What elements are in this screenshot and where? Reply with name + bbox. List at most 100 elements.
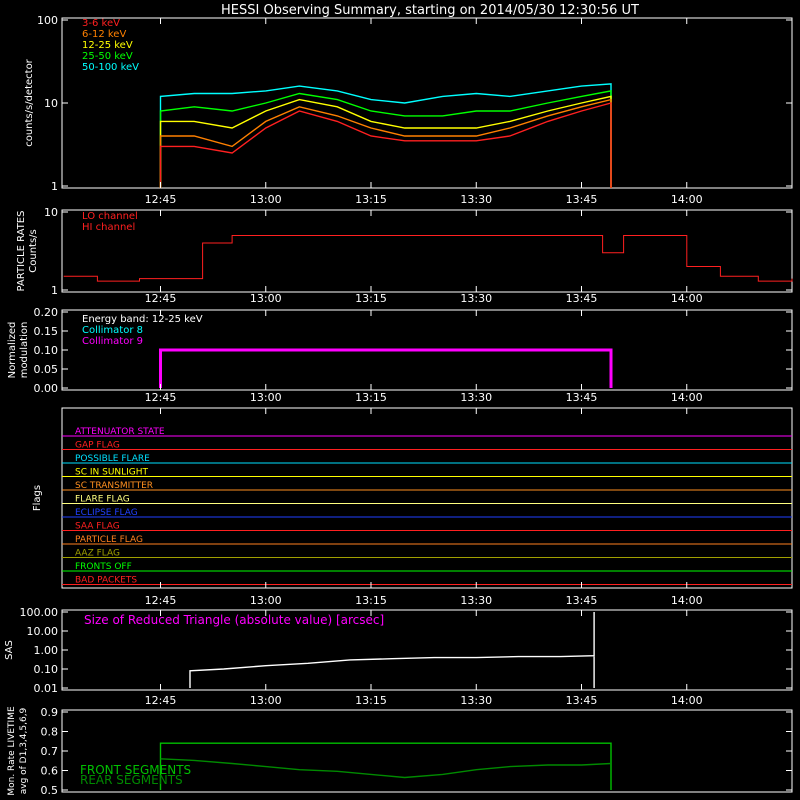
y-tick-label: 0.5 [41, 784, 59, 797]
flag-label: SAA FLAG [75, 522, 120, 532]
x-tick-label: 13:00 [250, 292, 282, 305]
y-tick-label: 100.00 [20, 606, 59, 619]
x-tick-label: 13:45 [566, 391, 598, 404]
flags-x-ticks: 12:45 13:00 13:15 13:30 13:45 14:00 [145, 408, 703, 607]
x-tick-label: 14:00 [671, 694, 703, 707]
x-tick-label: 13:45 [566, 193, 598, 206]
flag-label: ATTENUATOR STATE [75, 427, 165, 437]
x-tick-label: 13:15 [355, 292, 387, 305]
sas-series [189, 612, 595, 688]
modulation-series [159, 348, 613, 388]
particle-ylabel-1: PARTICLE RATES [16, 211, 27, 292]
flag-label: BAD PACKETS [75, 576, 137, 586]
sas-x-ticks: 12:45 13:00 13:15 13:30 13:45 14:00 [145, 610, 703, 707]
x-tick-label: 13:45 [566, 694, 598, 707]
x-tick-label: 12:45 [145, 391, 177, 404]
y-tick-label: 0.10 [34, 663, 59, 676]
counts-series-line [159, 90, 612, 188]
y-tick-label: 10.00 [27, 625, 59, 638]
sas-annotation: Size of Reduced Triangle (absolute value… [84, 613, 384, 627]
particle-legend-item: HI channel [82, 222, 135, 233]
y-tick-label: 0.15 [34, 325, 59, 338]
y-tick-label: 1.00 [34, 644, 59, 657]
x-tick-label: 14:00 [671, 391, 703, 404]
counts-y-ticks: 100 10 1 [37, 14, 792, 193]
counts-legend-item: 3-6 keV [82, 18, 120, 29]
livetime-y-ticks: 0.9 0.8 0.7 0.6 0.5 [41, 706, 792, 797]
x-tick-label: 13:00 [250, 694, 282, 707]
y-tick-label: 0.9 [41, 706, 59, 719]
flag-label: POSSIBLE FLARE [75, 454, 150, 464]
x-tick-label: 12:45 [145, 694, 177, 707]
modulation-legend-item: Collimator 8 [82, 325, 143, 336]
counts-legend-item: 25-50 keV [82, 51, 133, 62]
x-tick-label: 12:45 [145, 193, 177, 206]
modulation-y-ticks: 0.20 0.15 0.10 0.05 0.00 [34, 306, 792, 395]
modulation-legend-item: Collimator 9 [82, 336, 143, 347]
counts-series-line [159, 98, 612, 188]
x-tick-label: 13:15 [355, 594, 387, 607]
modulation-ylabel-2: modulation [19, 322, 30, 379]
x-tick-label: 13:30 [460, 292, 492, 305]
sas-ylabel: SAS [4, 640, 15, 660]
y-tick-label: 10 [44, 97, 58, 110]
counts-series-line [159, 83, 612, 188]
y-tick-label: 10 [44, 206, 58, 219]
x-tick-label: 14:00 [671, 292, 703, 305]
x-tick-label: 13:00 [250, 391, 282, 404]
modulation-series-line [159, 348, 613, 388]
flags-panel: Flags ATTENUATOR STATE GAP FLAG POSSIBLE F… [32, 407, 793, 607]
livetime-legend-item: REAR SEGMENTS [80, 773, 183, 787]
x-tick-label: 12:45 [145, 292, 177, 305]
counts-legend-item: 12-25 keV [82, 40, 133, 51]
x-tick-label: 12:45 [145, 594, 177, 607]
x-tick-label: 13:30 [460, 391, 492, 404]
sas-panel: SAS Size of Reduced Triangle (absolute v… [4, 606, 793, 707]
y-tick-label: 0.7 [41, 745, 59, 758]
sas-y-ticks: 100.00 10.00 1.00 0.10 0.01 [20, 606, 792, 695]
flags-frame [61, 407, 793, 589]
flags-ylabel: Flags [32, 485, 43, 511]
flag-label: AAZ FLAG [75, 549, 120, 559]
x-tick-label: 13:45 [566, 292, 598, 305]
livetime-legend-item: FRONT SEGMENTS [80, 763, 191, 777]
y-tick-label: 0.6 [41, 765, 59, 778]
flag-label: ECLIPSE FLAG [75, 508, 138, 518]
sas-series-line [189, 612, 595, 688]
y-tick-label: 0.00 [34, 382, 59, 395]
modulation-ylabel-1: Normalized [7, 322, 18, 379]
counts-legend-item: 50-100 keV [82, 62, 139, 73]
y-tick-label: 100 [37, 14, 58, 27]
counts-x-ticks: 12:45 13:00 13:15 13:30 13:45 14:00 [145, 18, 703, 206]
flag-label: GAP FLAG [75, 441, 120, 451]
livetime-ylabel-1: Mon. Rate LIVETIME [7, 706, 17, 796]
y-tick-label: 0.05 [34, 363, 59, 376]
counts-series-line [159, 95, 612, 188]
x-tick-label: 13:30 [460, 594, 492, 607]
particle-legend-item: LO channel [82, 211, 138, 222]
particle-y-ticks: 10 1 [44, 206, 792, 297]
counts-legend-item: 6-12 keV [82, 29, 126, 40]
y-tick-label: 0.8 [41, 726, 59, 739]
livetime-series-line [160, 758, 612, 779]
counts-ylabel: counts/s/detector [24, 58, 35, 146]
y-tick-label: 0.10 [34, 344, 59, 357]
y-tick-label: 0.20 [34, 306, 59, 319]
particle-x-ticks: 12:45 13:00 13:15 13:30 13:45 14:00 [145, 210, 703, 305]
flags-rows: ATTENUATOR STATE GAP FLAG POSSIBLE FLARE SC… [62, 427, 792, 586]
particle-ylabel-2: Counts/s [28, 229, 39, 273]
x-tick-label: 13:15 [355, 193, 387, 206]
livetime-series-line [159, 742, 612, 790]
particle-series-line [63, 235, 793, 282]
livetime-ylabel-2: avg of D1,3,4,5,6,9 [19, 707, 29, 794]
flag-label: PARTICLE FLAG [75, 535, 143, 545]
x-tick-label: 13:00 [250, 594, 282, 607]
x-tick-label: 13:15 [355, 391, 387, 404]
modulation-x-ticks: 12:45 13:00 13:15 13:30 13:45 14:00 [145, 310, 703, 404]
particle-frame [61, 209, 793, 293]
x-tick-label: 13:45 [566, 594, 598, 607]
